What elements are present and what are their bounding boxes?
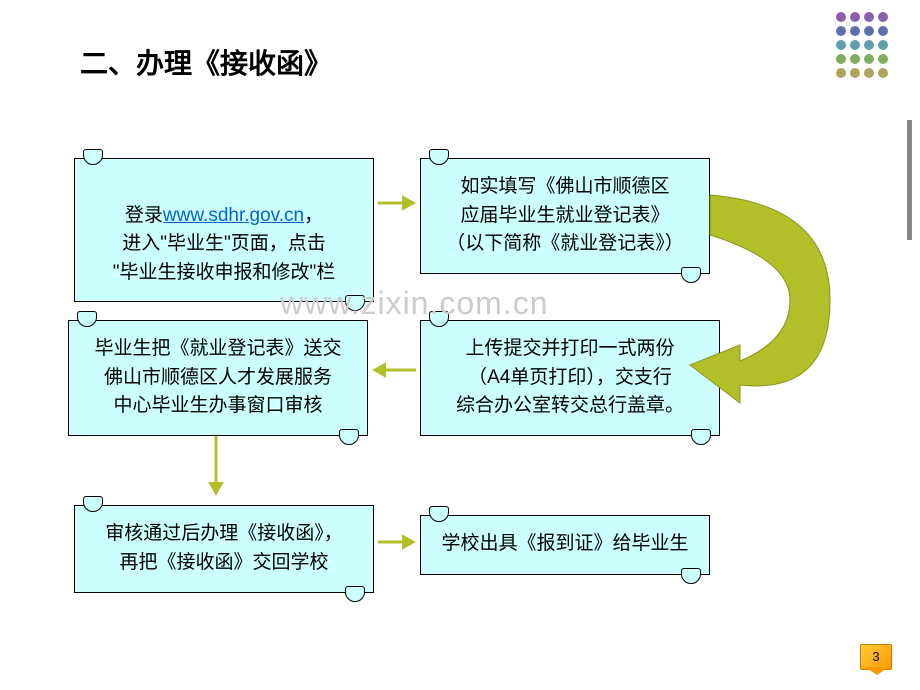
page-title: 二、办理《接收函》 <box>80 42 332 82</box>
step-text: 上传提交并打印一式两份 （A4单页打印），交支行 综合办公室转交总行盖章。 <box>439 335 701 421</box>
flow-step-certificate: 学校出具《报到证》给毕业生 <box>420 515 710 575</box>
step-text: 登录www.sdhr.gov.cn，进入"毕业生"页面，点击"毕业生接收申报和修… <box>93 173 355 287</box>
page-number-badge: 3 <box>860 644 892 670</box>
decorative-bar <box>907 120 912 240</box>
flow-step-upload: 上传提交并打印一式两份 （A4单页打印），交支行 综合办公室转交总行盖章。 <box>420 320 720 436</box>
flow-step-submit: 毕业生把《就业登记表》送交 佛山市顺德区人才发展服务 中心毕业生办事窗口审核 <box>68 320 368 436</box>
step-text: 学校出具《报到证》给毕业生 <box>439 530 691 559</box>
flow-step-login: 登录www.sdhr.gov.cn，进入"毕业生"页面，点击"毕业生接收申报和修… <box>74 158 374 302</box>
decorative-dots <box>836 12 890 80</box>
sdhr-link[interactable]: www.sdhr.gov.cn <box>163 205 304 226</box>
flow-step-approve: 审核通过后办理《接收函》， 再把《接收函》交回学校 <box>74 505 374 593</box>
step-text: 如实填写《佛山市顺德区 应届毕业生就业登记表》 （以下简称《就业登记表》） <box>439 173 691 259</box>
flow-step-fillform: 如实填写《佛山市顺德区 应届毕业生就业登记表》 （以下简称《就业登记表》） <box>420 158 710 274</box>
step-text: 毕业生把《就业登记表》送交 佛山市顺德区人才发展服务 中心毕业生办事窗口审核 <box>87 335 349 421</box>
step-text: 审核通过后办理《接收函》， 再把《接收函》交回学校 <box>93 520 355 577</box>
